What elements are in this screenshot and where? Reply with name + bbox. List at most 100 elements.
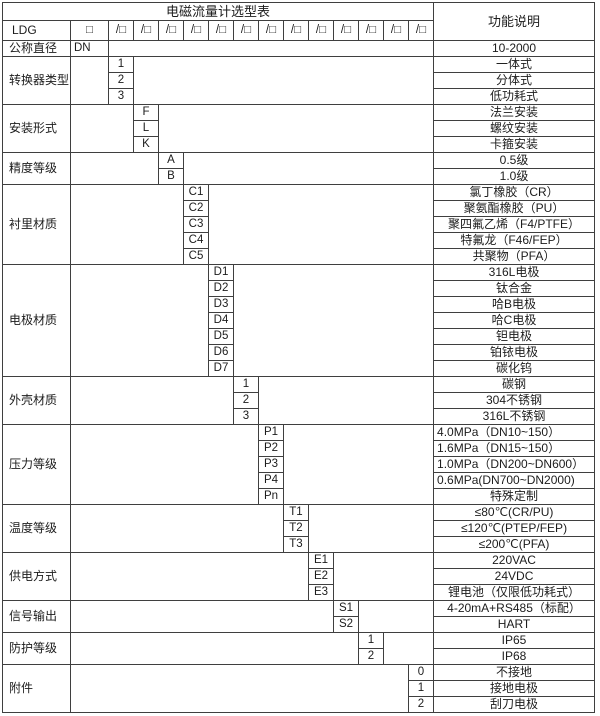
option-desc: 法兰安装 [433, 104, 596, 121]
model-slash-box: /□ [233, 20, 259, 41]
right-gap-cell [357, 600, 435, 633]
category-label: 信号输出 [2, 600, 71, 633]
option-code: E2 [308, 568, 334, 585]
model-slash-box: /□ [258, 20, 284, 41]
left-gap-cell [70, 264, 209, 377]
right-gap-cell [307, 504, 435, 553]
option-code: 2 [108, 72, 134, 89]
option-row: 精度等级 A 0.5级 [2, 152, 596, 185]
option-code: D5 [208, 328, 234, 345]
option-desc: 220VAC [433, 552, 596, 569]
model-slash-box: /□ [158, 20, 184, 41]
left-gap-cell [70, 664, 409, 713]
option-desc: IP65 [433, 632, 596, 649]
option-row: 附件 0 不接地 [2, 664, 596, 713]
option-code: P3 [258, 456, 284, 473]
table-title: 电磁流量计选型表 [1, 2, 435, 21]
option-row: C2 聚氨酯橡胶（PU） [3, 200, 596, 217]
left-gap-cell [70, 56, 109, 105]
option-row: 2 刮刀电极 [3, 696, 596, 713]
left-gap-cell [70, 184, 184, 265]
right-gap-cell [382, 632, 435, 665]
category-label: 温度等级 [2, 504, 71, 553]
option-code: P2 [258, 440, 284, 457]
model-slash-box: /□ [383, 20, 409, 41]
option-desc: 分体式 [433, 72, 596, 89]
option-row: 防护等级 1 IP65 [2, 632, 596, 665]
option-code: T3 [283, 536, 309, 553]
left-gap-cell [70, 376, 234, 425]
option-desc: ≤120℃(PTEP/FEP) [433, 520, 596, 537]
option-desc: 锂电池（仅限低功耗式） [433, 584, 596, 601]
option-row: 衬里材质 C1 氯丁橡胶（CR） [2, 184, 596, 265]
option-row: K 卡箍安装 [3, 136, 596, 153]
category-label: 电极材质 [2, 264, 71, 377]
option-code: 3 [233, 408, 259, 425]
option-row: P4 0.6MPa(DN700~DN2000) [3, 472, 596, 489]
right-gap-cell [107, 40, 435, 57]
option-desc: 特氟龙（F46/FEP） [433, 232, 596, 249]
option-row: C4 特氟龙（F46/FEP） [3, 232, 596, 249]
option-code: 3 [108, 88, 134, 105]
option-row: C5 共聚物（PFA） [3, 248, 596, 265]
model-slash-box: /□ [358, 20, 384, 41]
option-code: C5 [183, 248, 209, 265]
option-code: F [133, 104, 159, 121]
option-desc: ≤200℃(PFA) [433, 536, 596, 553]
option-code: C4 [183, 232, 209, 249]
option-desc: 不接地 [433, 664, 596, 681]
option-desc: 低功耗式 [433, 88, 596, 105]
category-label: 外壳材质 [2, 376, 71, 425]
option-code: D3 [208, 296, 234, 313]
option-desc: HART [433, 616, 596, 633]
category-label: 压力等级 [2, 424, 71, 505]
option-desc: 1.0级 [433, 168, 596, 185]
option-desc: 1.0MPa（DN200~DN600） [433, 456, 596, 473]
option-desc: 304不锈钢 [433, 392, 596, 409]
left-gap-cell [70, 424, 259, 505]
right-gap-cell [132, 56, 435, 105]
title-row: 电磁流量计选型表 功能说明 [1, 2, 596, 41]
model-slash-box: /□ [208, 20, 234, 41]
option-code: D2 [208, 280, 234, 297]
option-code: D7 [208, 360, 234, 377]
option-desc: 聚氨酯橡胶（PU） [433, 200, 596, 217]
option-desc: 一体式 [433, 56, 596, 73]
option-desc: 0.5级 [433, 152, 596, 169]
right-gap-cell [232, 264, 435, 377]
right-gap-cell [257, 376, 435, 425]
left-gap-cell [70, 152, 159, 185]
option-code: 1 [358, 632, 384, 649]
right-gap-cell [157, 104, 435, 153]
option-desc: 24VDC [433, 568, 596, 585]
model-slash-box: /□ [108, 20, 134, 41]
option-code: 2 [358, 648, 384, 665]
option-desc: 4.0MPa（DN10~150） [433, 424, 596, 441]
left-gap-cell [70, 600, 334, 633]
left-gap-cell [70, 632, 359, 665]
option-desc: 聚四氟乙烯（F4/PTFE） [433, 216, 596, 233]
option-desc: 铂铱电极 [433, 344, 596, 361]
option-row: D7 碳化钨 [3, 360, 596, 377]
left-gap-cell [70, 104, 134, 153]
category-label: 安装形式 [2, 104, 71, 153]
option-row: 温度等级 T1 ≤80℃(CR/PU) [2, 504, 596, 553]
category-label: 附件 [2, 664, 71, 713]
model-prefix: LDG [2, 20, 71, 41]
option-row: E3 锂电池（仅限低功耗式） [3, 584, 596, 601]
model-slash-box: /□ [183, 20, 209, 41]
right-gap-cell [332, 552, 435, 601]
option-row: 供电方式 E1 220VAC [2, 552, 596, 601]
option-row: 转换器类型 1 一体式 [2, 56, 596, 105]
option-code: 2 [407, 696, 435, 713]
option-code: P4 [258, 472, 284, 489]
option-desc: 螺纹安装 [433, 120, 596, 137]
option-code: D6 [208, 344, 234, 361]
option-code: S1 [333, 600, 359, 617]
option-code: E3 [308, 584, 334, 601]
option-row: 压力等级 P1 4.0MPa（DN10~150） [2, 424, 596, 505]
option-row: 2 304不锈钢 [3, 392, 596, 409]
left-gap-cell [70, 504, 284, 553]
